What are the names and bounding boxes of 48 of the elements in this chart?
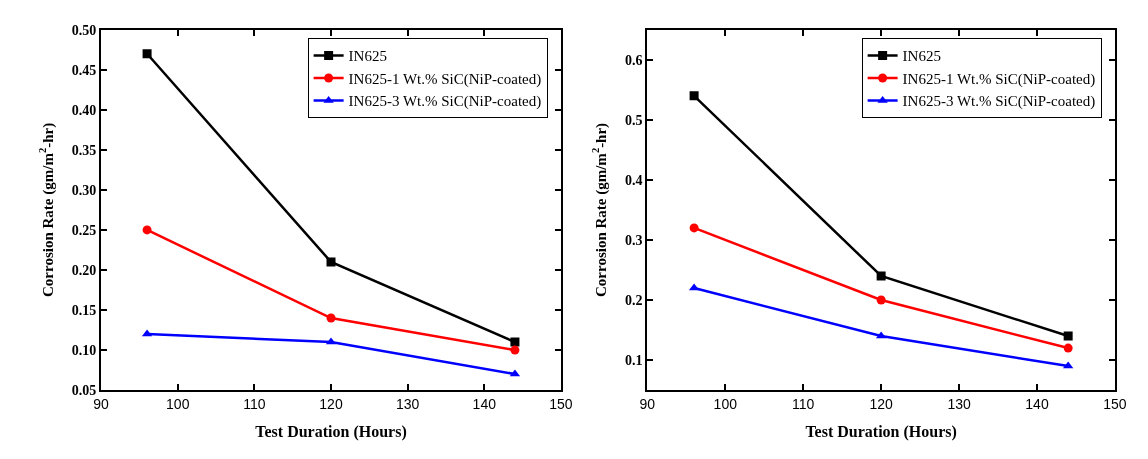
point <box>1063 343 1073 353</box>
y-tick-label: 0.4 <box>625 172 643 188</box>
x-tick-label: 130 <box>947 395 971 412</box>
y-tick-label: 0.3 <box>625 232 643 248</box>
point <box>142 49 152 59</box>
y-tick-label: 0.25 <box>71 222 97 238</box>
point <box>876 271 886 281</box>
y-tick-label: 0.50 <box>71 22 97 38</box>
legend-label: IN625-1 Wt.% SiC(NiP-coated) <box>348 70 542 88</box>
point <box>876 295 886 305</box>
point <box>510 345 520 355</box>
x-axis-title: Test Duration (Hours) <box>805 423 957 442</box>
y-tick-label: 0.45 <box>71 62 97 78</box>
x-tick-label: 140 <box>1025 395 1049 412</box>
point <box>689 223 699 233</box>
y-tick-label: 0.6 <box>625 52 643 68</box>
x-tick-label: 110 <box>792 395 815 412</box>
point <box>1063 331 1073 341</box>
point <box>326 257 336 267</box>
legend-label: IN625 <box>348 48 387 65</box>
point <box>510 337 520 347</box>
x-tick-label: 120 <box>319 395 343 412</box>
x-tick-label: 100 <box>713 395 738 412</box>
point <box>142 225 152 235</box>
x-tick-label: 150 <box>1103 395 1127 412</box>
x-tick-label: 110 <box>243 395 266 412</box>
y-tick-label: 0.20 <box>71 262 97 278</box>
y-tick-label: 0.30 <box>71 182 97 198</box>
legend-label: IN625 <box>902 48 941 65</box>
y-tick-label: 0.10 <box>71 342 97 358</box>
x-tick-label: 150 <box>549 395 573 412</box>
x-tick-label: 90 <box>639 395 656 412</box>
y-tick-label: 0.40 <box>71 102 97 118</box>
y-tick-label: 0.5 <box>625 112 643 128</box>
point <box>326 313 336 323</box>
x-tick-label: 120 <box>869 395 894 412</box>
y-tick-label: 0.2 <box>625 292 643 308</box>
point <box>689 91 699 101</box>
x-tick-label: 130 <box>395 395 420 412</box>
x-axis-title: Test Duration (Hours) <box>255 423 407 442</box>
y-tick-label: 0.35 <box>71 142 97 158</box>
x-tick-label: 100 <box>166 395 190 412</box>
legend-label: IN625-3 Wt.% SiC(NiP-coated) <box>348 93 542 111</box>
x-tick-label: 140 <box>472 395 497 412</box>
y-tick-label: 0.1 <box>625 352 643 368</box>
y-tick-label: 0.15 <box>71 302 97 318</box>
legend-label: IN625-3 Wt.% SiC(NiP-coated) <box>902 93 1096 111</box>
legend-label: IN625-1 Wt.% SiC(NiP-coated) <box>902 70 1096 88</box>
